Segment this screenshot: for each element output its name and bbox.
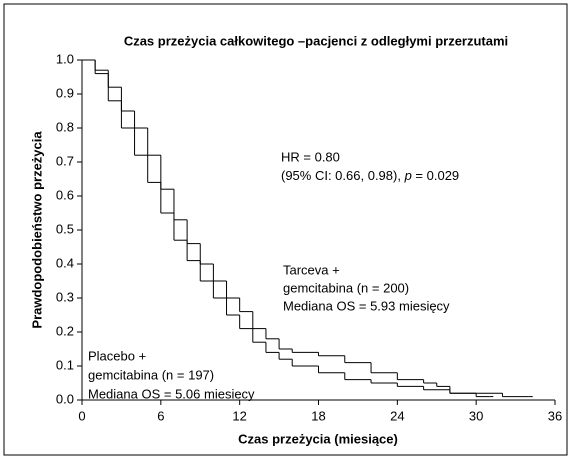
y-tick-label: 0.0 xyxy=(56,391,74,406)
x-tick-label: 30 xyxy=(469,408,483,423)
y-tick-label: 0.3 xyxy=(56,289,74,304)
annotation: p xyxy=(404,168,412,183)
annotation: = 0.029 xyxy=(412,168,459,183)
y-tick-label: 0.6 xyxy=(56,187,74,202)
x-tick-label: 0 xyxy=(78,408,85,423)
frame xyxy=(3,3,568,456)
annotation: gemcitabina (n = 197) xyxy=(88,367,214,382)
annotation: (95% CI: 0.66, 0.98), p = 0.029 xyxy=(281,168,459,183)
y-tick-label: 0.1 xyxy=(56,357,74,372)
y-tick-label: 0.2 xyxy=(56,323,74,338)
x-tick-label: 18 xyxy=(311,408,325,423)
annotation: Placebo + xyxy=(88,348,146,363)
y-tick-label: 0.4 xyxy=(56,255,74,270)
x-tick-label: 36 xyxy=(548,408,562,423)
y-tick-label: 0.7 xyxy=(56,153,74,168)
annotation: gemcitabina (n = 200) xyxy=(283,280,409,295)
annotation: (95% CI: 0.66, 0.98), xyxy=(281,168,405,183)
annotation: HR = 0.80 xyxy=(281,149,340,164)
annotation: Tarceva + xyxy=(283,262,340,277)
annotation: Mediana OS = 5.93 miesięcy xyxy=(283,298,450,313)
y-tick-label: 0.5 xyxy=(56,221,74,236)
chart-title: Czas przeżycia całkowitego –pacjenci z o… xyxy=(124,33,508,48)
x-tick-label: 6 xyxy=(157,408,164,423)
x-tick-label: 24 xyxy=(390,408,404,423)
y-tick-label: 0.8 xyxy=(56,119,74,134)
y-tick-label: 0.9 xyxy=(56,85,74,100)
annotation: Mediana OS = 5.06 miesiecy xyxy=(88,386,255,401)
x-axis-label: Czas przeżycia (miesiące) xyxy=(238,431,398,446)
y-tick-label: 1.0 xyxy=(56,51,74,66)
y-axis-label: Prawdopodobieństwo przeżycia xyxy=(29,131,44,329)
x-tick-label: 12 xyxy=(232,408,246,423)
